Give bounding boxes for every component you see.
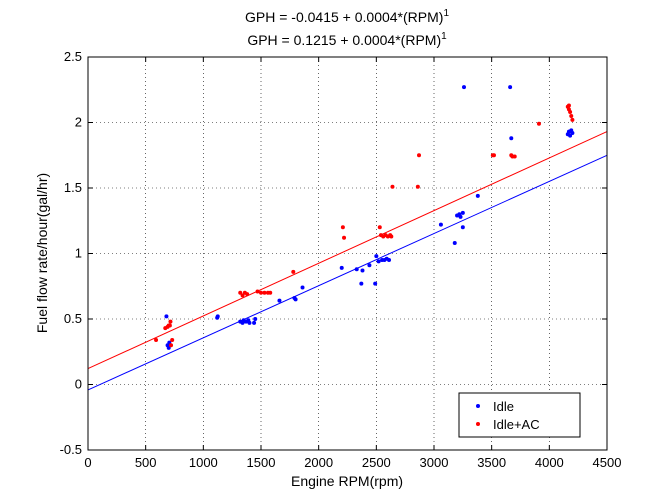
data-point-idle: [164, 314, 169, 319]
data-point-idle-ac: [262, 290, 267, 295]
x-tick-label: 0: [84, 455, 91, 470]
data-point-idle-ac: [417, 153, 422, 158]
data-point-idle-ac: [390, 184, 395, 189]
data-point-idle: [452, 241, 457, 246]
data-point-idle: [215, 314, 220, 319]
chart-title-line-2-exponent: 1: [441, 31, 447, 42]
data-point-idle-ac: [415, 184, 420, 189]
data-point-idle: [460, 210, 465, 215]
x-tick-label: 1000: [189, 455, 218, 470]
data-point-idle-ac: [240, 293, 245, 298]
data-point-idle-ac: [268, 290, 273, 295]
data-point-idle: [339, 265, 344, 270]
legend-label-idle: Idle: [493, 399, 514, 414]
data-point-idle-ac: [291, 269, 296, 274]
data-point-idle: [387, 258, 392, 263]
data-point-idle: [376, 259, 381, 264]
data-point-idle: [438, 222, 443, 227]
data-point-idle-ac: [568, 110, 573, 115]
chart-title-line-2: GPH = 0.1215 + 0.0004*(RPM)1: [247, 31, 447, 48]
y-tick-label: 2: [75, 115, 82, 130]
data-point-idle-ac: [245, 292, 250, 297]
data-point-idle-ac: [377, 225, 382, 230]
data-point-idle: [300, 285, 305, 290]
chart-title-line-1: GPH = -0.0415 + 0.0004*(RPM)1: [245, 8, 449, 25]
data-point-idle: [277, 298, 282, 303]
data-point-idle: [367, 263, 372, 268]
legend: Idle Idle+AC: [458, 392, 581, 438]
axis-ticks: 0 500 1000 1500 2000 2500 3000 3500 4000 4500 -0.5…: [60, 49, 622, 470]
plot-area: [88, 57, 607, 450]
chart-title-line-1-exponent: 1: [443, 8, 449, 19]
data-point-idle: [374, 254, 379, 259]
x-tick-label: 3500: [477, 455, 506, 470]
data-point-idle: [570, 130, 575, 135]
data-point-idle-ac: [169, 343, 174, 348]
x-tick-label: 3000: [420, 455, 449, 470]
data-point-idle-ac: [167, 323, 172, 328]
y-tick-label: 1.5: [64, 180, 82, 195]
y-tick-label: 0.5: [64, 311, 82, 326]
fit-line-idle-ac: [87, 131, 608, 370]
data-point-idle-ac: [569, 113, 574, 118]
data-point-idle-ac: [340, 225, 345, 230]
x-tick-label: 500: [135, 455, 157, 470]
data-point-idle-ac: [491, 153, 496, 158]
chart-title-line-1-text: GPH = -0.0415 + 0.0004*(RPM): [245, 9, 443, 25]
data-point-idle: [252, 320, 257, 325]
data-point-idle: [253, 317, 258, 321]
data-point-idle-ac: [536, 121, 541, 126]
legend-marker-idle-ac: [476, 422, 480, 426]
x-axis-label: Engine RPM(rpm): [291, 473, 403, 489]
x-tick-label: 4000: [535, 455, 564, 470]
x-tick-label: 2000: [304, 455, 333, 470]
legend-label-idle-ac: Idle+AC: [493, 417, 540, 432]
x-tick-label: 2500: [362, 455, 391, 470]
data-point-idle: [166, 345, 171, 350]
legend-box: [458, 392, 581, 438]
data-point-idle: [475, 193, 480, 198]
data-points: [154, 85, 575, 350]
grid-lines: [88, 57, 607, 450]
data-point-idle-ac: [259, 290, 263, 295]
chart-title-line-2-text: GPH = 0.1215 + 0.0004*(RPM): [247, 32, 441, 48]
fit-line-idle: [87, 154, 608, 391]
y-tick-label: -0.5: [60, 442, 82, 457]
data-point-idle-ac: [570, 117, 575, 122]
y-tick-label: 1: [75, 246, 82, 261]
x-tick-label: 1500: [247, 455, 276, 470]
y-tick-label: 0: [75, 377, 82, 392]
data-point-idle: [458, 214, 463, 219]
data-point-idle-ac: [154, 337, 159, 342]
data-point-idle: [359, 281, 364, 286]
data-point-idle: [247, 320, 252, 325]
data-point-idle-ac: [512, 154, 517, 159]
data-point-idle-ac: [566, 103, 571, 108]
data-point-idle: [373, 281, 378, 286]
data-point-idle-ac: [342, 235, 347, 240]
x-tick-label: 4500: [593, 455, 622, 470]
data-point-idle: [508, 85, 513, 90]
data-point-idle: [461, 85, 466, 90]
data-point-idle: [568, 133, 573, 138]
data-point-idle-ac: [238, 290, 243, 295]
y-axis-label: Fuel flow rate/hour(gal/hr): [34, 173, 50, 333]
data-point-idle-ac: [389, 234, 394, 239]
y-tick-label: 2.5: [64, 49, 82, 64]
data-point-idle: [509, 136, 514, 141]
data-point-idle-ac: [255, 289, 260, 294]
data-point-idle: [360, 268, 365, 273]
legend-marker-idle: [476, 404, 480, 408]
data-point-idle: [460, 225, 465, 230]
data-point-idle-ac: [168, 319, 173, 324]
data-point-idle: [293, 297, 298, 302]
data-point-idle-ac: [170, 337, 175, 342]
fit-lines: [87, 131, 608, 391]
data-point-idle: [354, 267, 359, 272]
